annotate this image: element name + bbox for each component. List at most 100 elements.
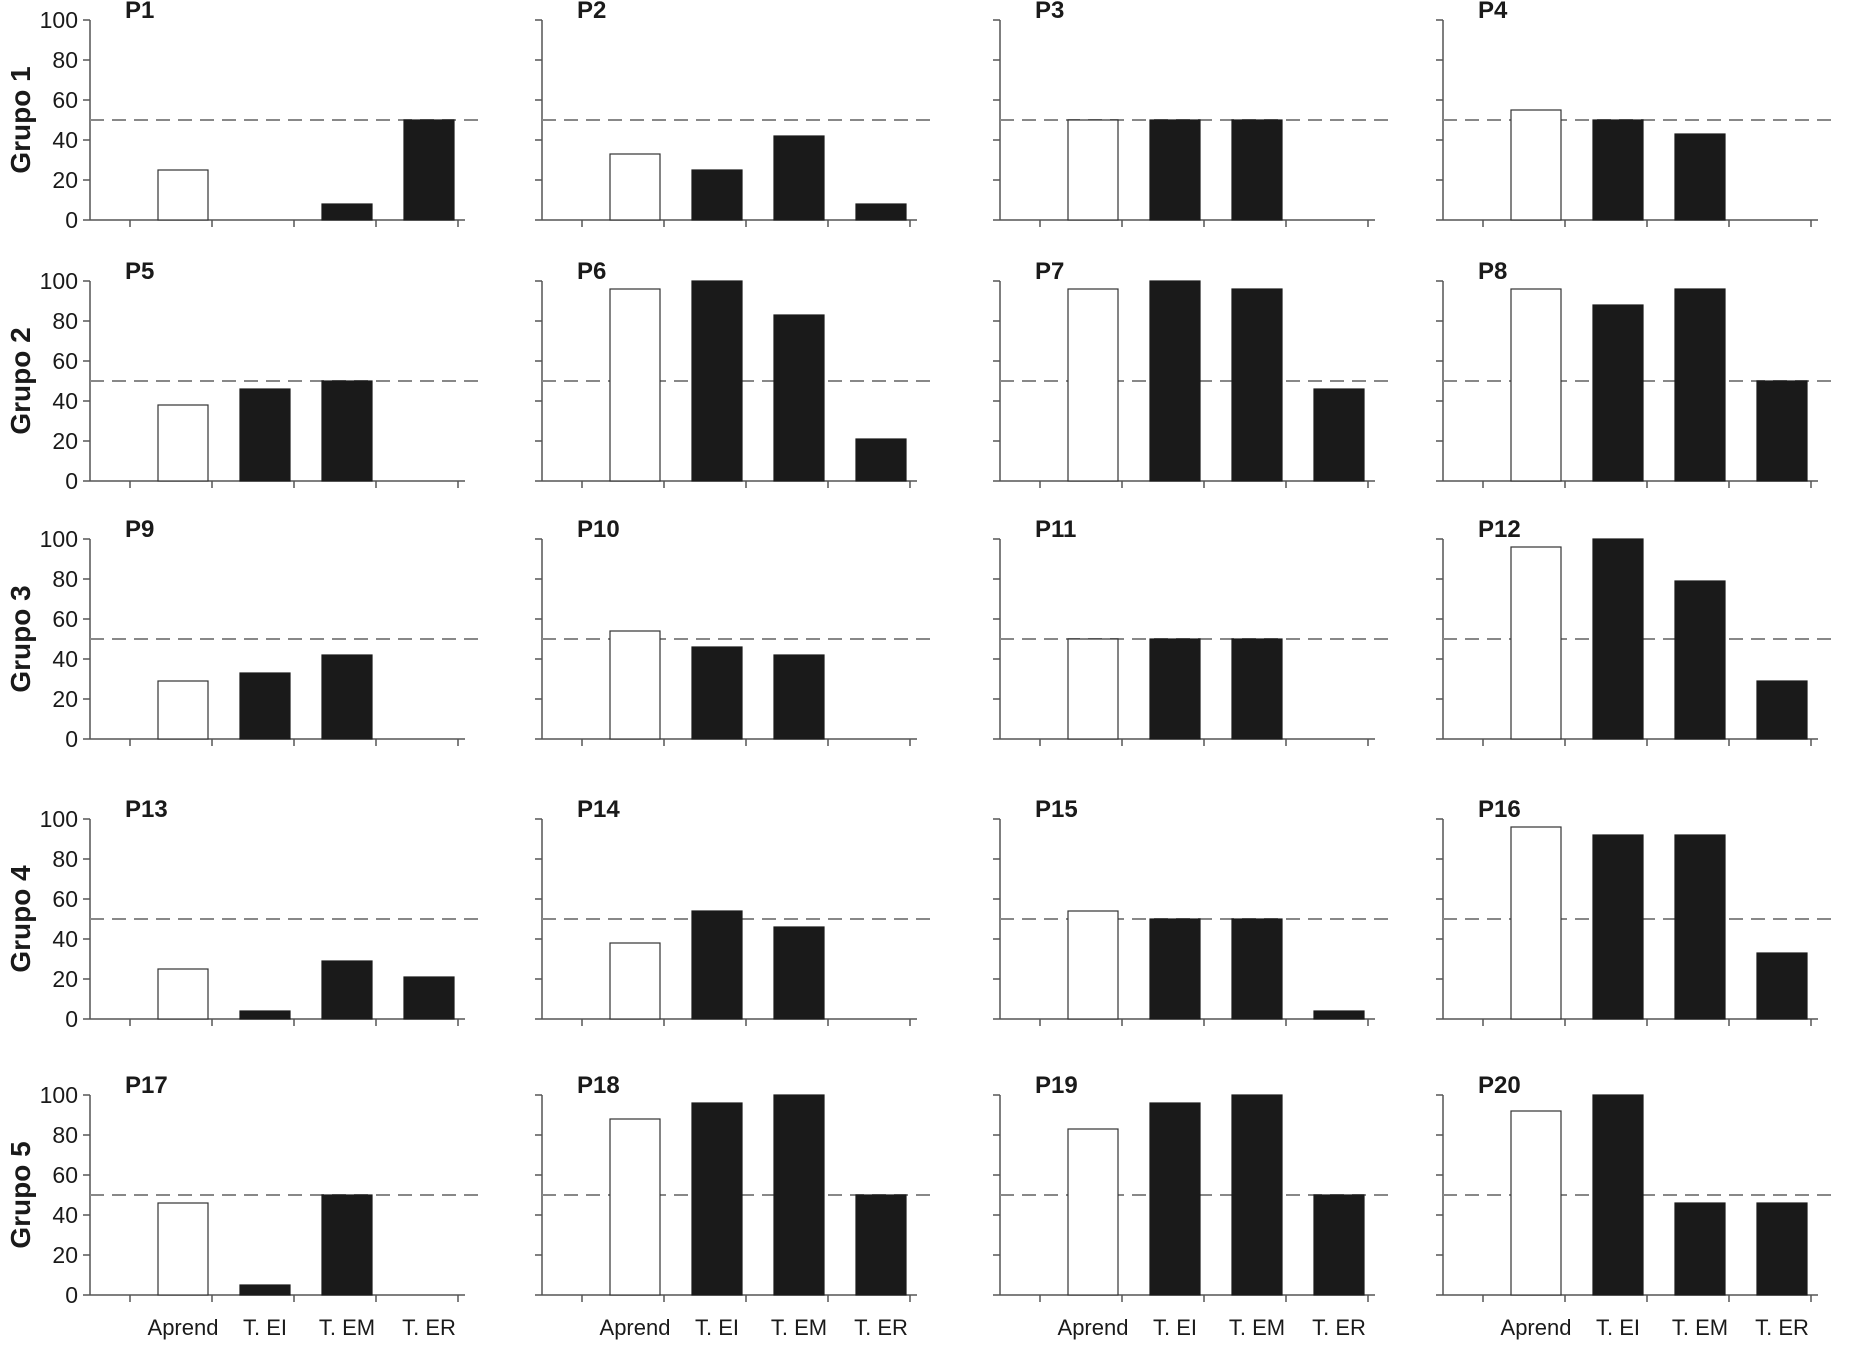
x-category-label: T. EI [695,1315,739,1340]
bar-test [239,1284,291,1296]
y-tick-label: 40 [52,1202,78,1228]
bar-aprend [157,404,209,482]
bar-test [1231,288,1283,482]
bar-test [1313,388,1365,482]
bar-aprend [609,630,661,740]
bar-aprend [1067,1128,1119,1296]
group-label: Grupo 5 [5,1141,36,1248]
bar-test [403,976,455,1020]
bar-test [1756,380,1808,482]
bar-test [321,1194,373,1296]
bar-test [1592,1094,1644,1296]
bar-test [1674,834,1726,1020]
bar-aprend [1067,638,1119,740]
panel-title: P8 [1478,258,1507,285]
bar-test [321,203,373,221]
x-category-label: Aprend [1058,1315,1129,1340]
bar-aprend [1510,546,1562,740]
y-tick-label: 60 [52,886,78,912]
bar-test [1149,638,1201,740]
panel-title: P10 [577,516,620,543]
bar-aprend [1067,119,1119,221]
bar-test [1592,119,1644,221]
bar-aprend [609,1118,661,1296]
y-tick-label: 40 [52,646,78,672]
bar-aprend [157,169,209,221]
y-tick-label: 20 [52,1242,78,1268]
y-tick-label: 100 [40,268,78,294]
group-label: Grupo 4 [5,865,36,973]
x-category-label: T. EM [1229,1315,1285,1340]
bar-test [773,135,825,221]
bar-test [1756,1202,1808,1296]
bar-aprend [157,968,209,1020]
bar-test [773,654,825,740]
panel-title: P11 [1035,516,1076,543]
panel-title: P13 [125,796,168,823]
bar-test [691,910,743,1020]
y-tick-label: 20 [52,686,78,712]
bar-test [1592,834,1644,1020]
bar-test [321,654,373,740]
y-tick-label: 0 [65,468,78,494]
x-category-label: Aprend [600,1315,671,1340]
panel-title: P12 [1478,516,1521,543]
x-category-label: T. EI [243,1315,287,1340]
x-category-label: T. EM [771,1315,827,1340]
panel-title: P4 [1478,0,1508,24]
panel-title: P19 [1035,1072,1078,1099]
x-category-label: T. ER [854,1315,908,1340]
bar-aprend [609,153,661,221]
bar-test [1756,680,1808,740]
y-tick-label: 60 [52,606,78,632]
bar-test [1149,1102,1201,1296]
x-category-label: T. EM [319,1315,375,1340]
y-tick-label: 100 [40,7,78,33]
bar-test [691,646,743,740]
bar-test [1674,133,1726,221]
bar-aprend [1510,1110,1562,1296]
bar-aprend [1510,288,1562,482]
y-tick-label: 80 [52,308,78,334]
bar-test [1674,1202,1726,1296]
panel-title: P9 [125,516,154,543]
bar-test [691,280,743,482]
bar-test [691,169,743,221]
y-tick-label: 60 [52,1162,78,1188]
bar-test [239,388,291,482]
y-tick-label: 40 [52,388,78,414]
y-tick-label: 80 [52,1122,78,1148]
panel-title: P17 [125,1072,168,1099]
bar-test [773,1094,825,1296]
y-tick-label: 20 [52,966,78,992]
y-tick-label: 0 [65,1282,78,1308]
panel-title: P16 [1478,796,1521,823]
panel-title: P1 [125,0,154,24]
bar-test [1674,288,1726,482]
panel-title: P6 [577,258,606,285]
y-tick-label: 0 [65,207,78,233]
bar-test [321,380,373,482]
x-category-label: T. ER [402,1315,456,1340]
x-category-label: Aprend [1501,1315,1572,1340]
bar-test [403,119,455,221]
bar-test [1231,1094,1283,1296]
bar-test [239,672,291,740]
bar-test [1149,918,1201,1020]
x-category-label: T. ER [1312,1315,1366,1340]
group-label: Grupo 3 [5,585,36,692]
y-tick-label: 20 [52,167,78,193]
group-label: Grupo 1 [5,66,36,173]
panel-title: P18 [577,1072,620,1099]
bar-test [321,960,373,1020]
y-tick-label: 40 [52,127,78,153]
y-tick-label: 100 [40,526,78,552]
x-category-label: T. EM [1672,1315,1728,1340]
bar-test [855,438,907,482]
y-tick-label: 0 [65,1006,78,1032]
y-tick-label: 60 [52,87,78,113]
bar-test [691,1102,743,1296]
bar-aprend [1510,826,1562,1020]
